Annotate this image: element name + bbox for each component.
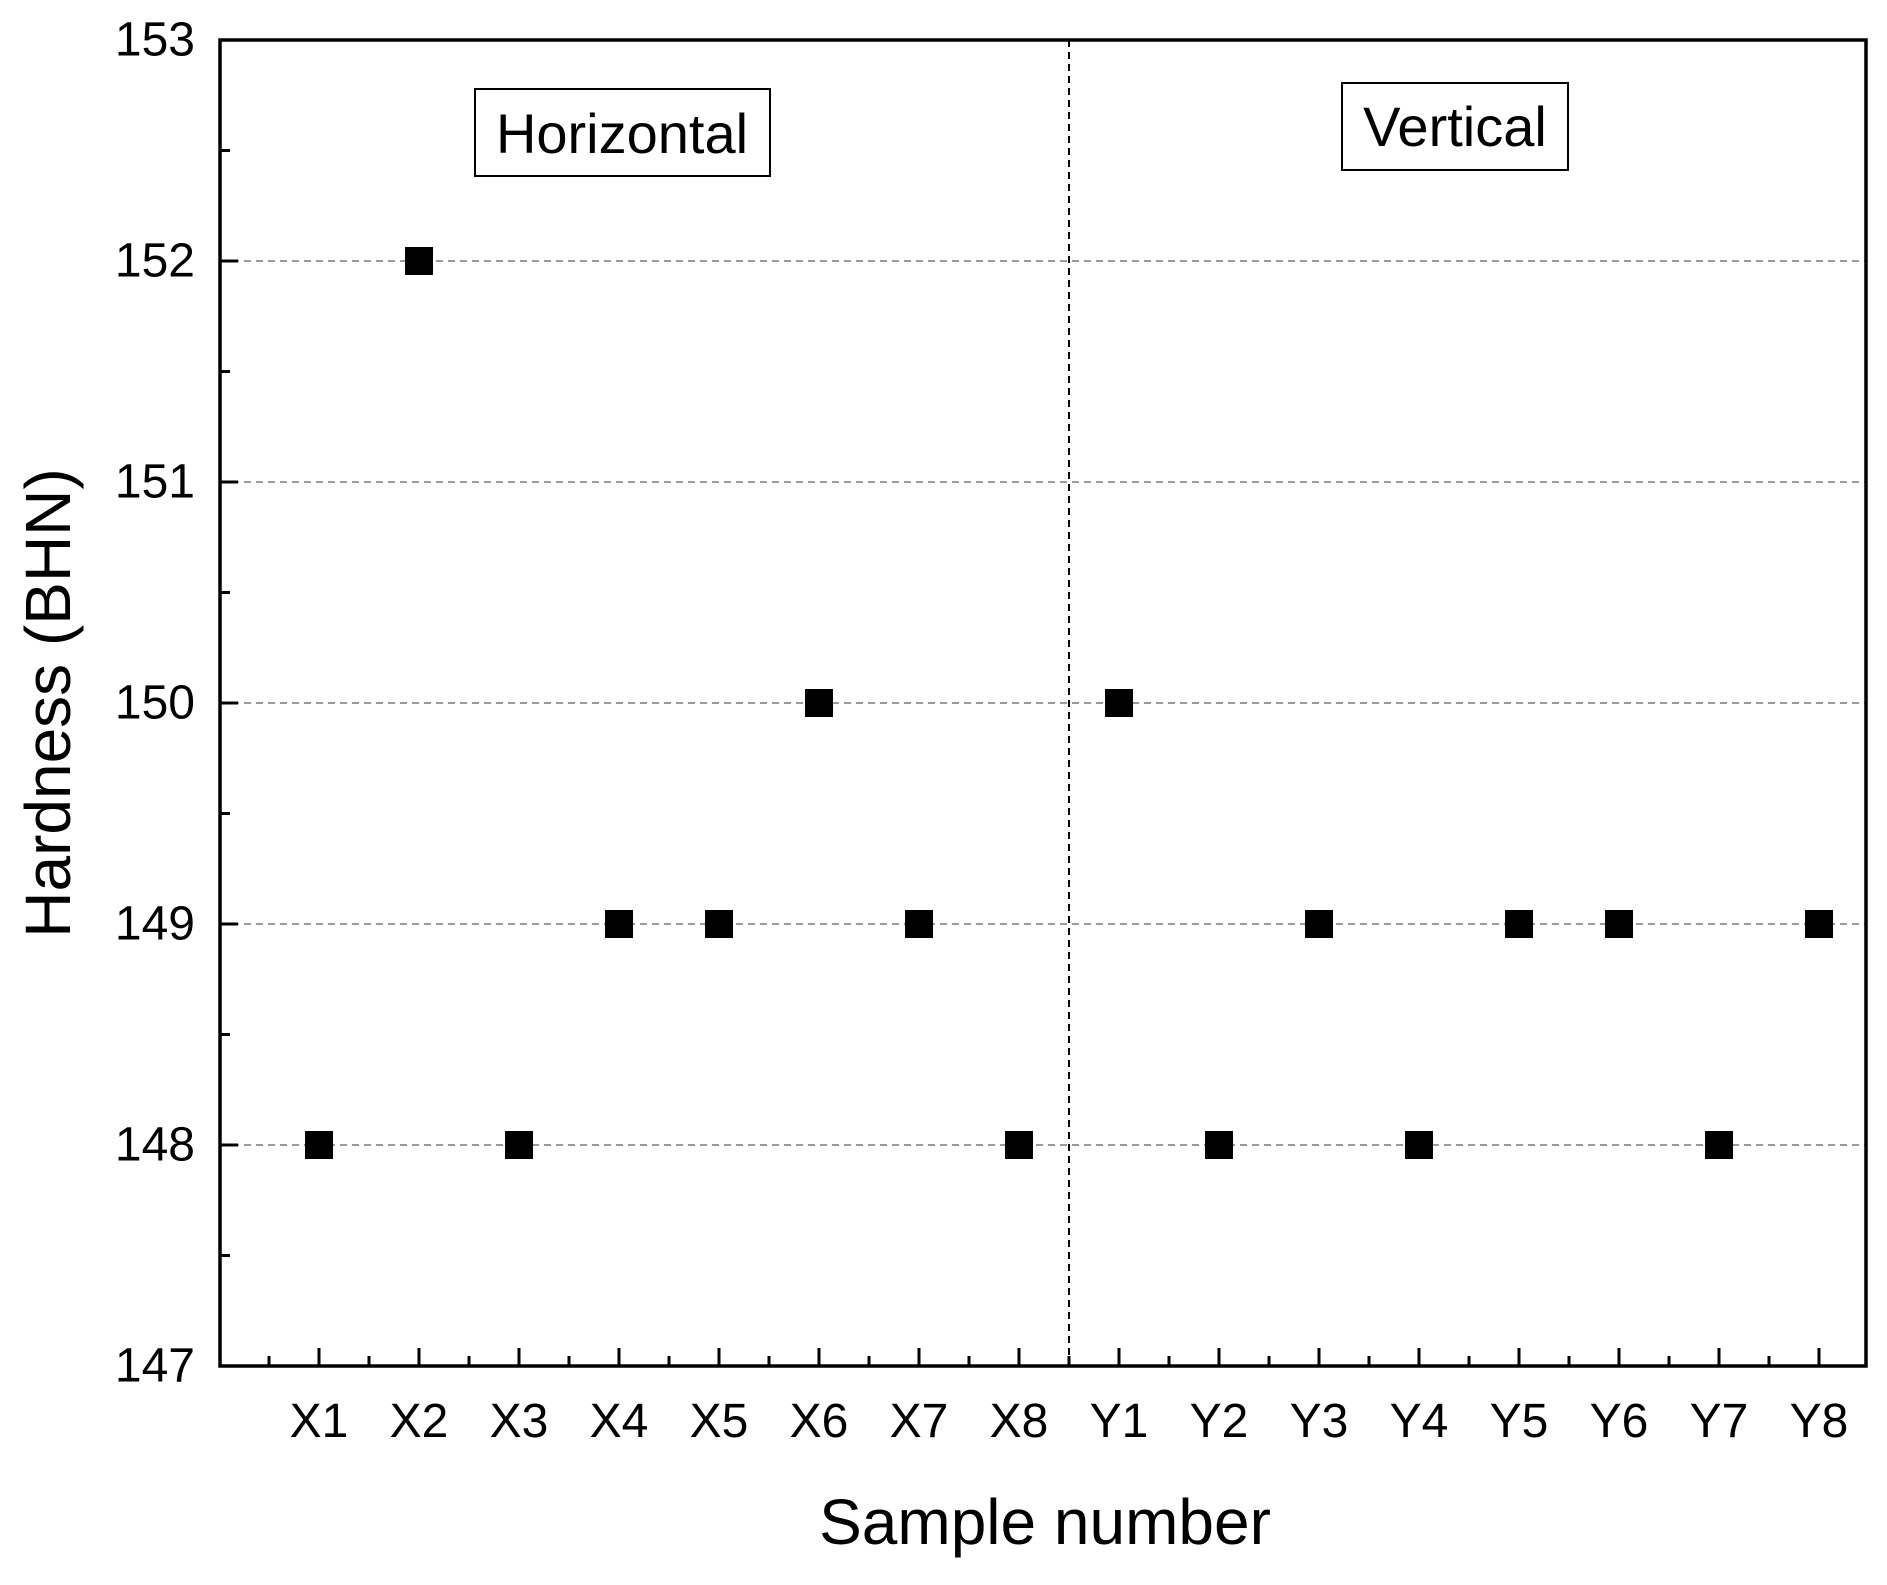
annotation-vertical: Vertical — [1341, 82, 1569, 171]
x-tick-label-Y4: Y4 — [1390, 1395, 1449, 1448]
x-tick-label-Y8: Y8 — [1790, 1395, 1849, 1448]
data-point-Y8 — [1805, 910, 1833, 938]
x-tick-label-X6: X6 — [790, 1395, 849, 1448]
annotation-vertical-text: Vertical — [1363, 95, 1547, 158]
data-point-Y6 — [1605, 910, 1633, 938]
x-tick-label-Y1: Y1 — [1090, 1395, 1149, 1448]
data-point-X2 — [405, 247, 433, 275]
x-tick-label-Y5: Y5 — [1490, 1395, 1549, 1448]
y-tick-label-153: 153 — [115, 14, 195, 67]
y-tick-label-150: 150 — [115, 677, 195, 730]
x-tick-label-Y6: Y6 — [1590, 1395, 1649, 1448]
data-point-X4 — [605, 910, 633, 938]
y-tick-label-147: 147 — [115, 1340, 195, 1393]
plot-frame — [218, 38, 1868, 1368]
x-tick-label-Y3: Y3 — [1290, 1395, 1349, 1448]
data-points — [305, 247, 1833, 1159]
y-tick-label-148: 148 — [115, 1119, 195, 1172]
data-point-Y2 — [1205, 1131, 1233, 1159]
data-point-X1 — [305, 1131, 333, 1159]
y-tick-label-151: 151 — [115, 456, 195, 509]
x-tick-label-X5: X5 — [690, 1395, 749, 1448]
data-point-X5 — [705, 910, 733, 938]
data-point-Y4 — [1405, 1131, 1433, 1159]
x-tick-label-Y2: Y2 — [1190, 1395, 1249, 1448]
x-axis-title: Sample number — [819, 1486, 1271, 1558]
data-point-X7 — [905, 910, 933, 938]
annotation-vertical-box — [1341, 82, 1569, 171]
annotation-horizontal-text: Horizontal — [496, 102, 748, 165]
x-tick-label-X3: X3 — [490, 1395, 549, 1448]
annotation-horizontal: Horizontal — [474, 88, 771, 177]
data-point-Y5 — [1505, 910, 1533, 938]
data-point-X6 — [805, 689, 833, 717]
x-tick-label-X2: X2 — [390, 1395, 449, 1448]
x-tick-label-X8: X8 — [990, 1395, 1049, 1448]
annotation-horizontal-box — [474, 88, 771, 177]
x-tick-label-X4: X4 — [590, 1395, 649, 1448]
x-tick-labels: X1 X2 X3 X4 X5 X6 X7 X8 Y1 Y2 Y3 Y4 Y5 Y6 Y7 Y8 — [290, 1395, 1849, 1448]
data-point-X3 — [505, 1131, 533, 1159]
data-point-Y3 — [1305, 910, 1333, 938]
x-tick-label-X1: X1 — [290, 1395, 349, 1448]
data-point-Y1 — [1105, 689, 1133, 717]
y-tick-labels: 147 148 149 150 151 152 153 — [115, 14, 195, 1393]
data-point-Y7 — [1705, 1131, 1733, 1159]
gridlines — [220, 260, 1866, 1146]
y-tick-label-152: 152 — [115, 235, 195, 288]
data-point-X8 — [1005, 1131, 1033, 1159]
x-tick-label-X7: X7 — [890, 1395, 949, 1448]
y-tick-label-149: 149 — [115, 898, 195, 951]
y-axis-title: Hardness (BHN) — [12, 468, 84, 937]
x-tick-label-Y7: Y7 — [1690, 1395, 1749, 1448]
